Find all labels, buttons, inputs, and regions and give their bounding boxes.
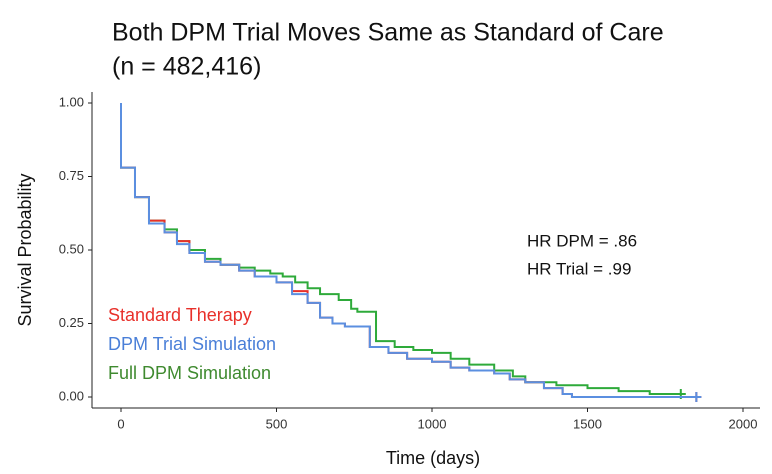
legend-entry: Full DPM Simulation bbox=[108, 363, 271, 383]
legend-entry: Standard Therapy bbox=[108, 305, 252, 325]
chart-title: (n = 482,416) bbox=[112, 53, 261, 81]
annotation: HR Trial = .99 bbox=[527, 259, 631, 278]
x-tick-label: 2000 bbox=[729, 416, 758, 431]
y-tick-label: 0.25 bbox=[59, 315, 84, 330]
x-axis-label: Time (days) bbox=[386, 448, 480, 468]
x-tick-label: 1000 bbox=[418, 416, 447, 431]
x-tick-label: 500 bbox=[266, 416, 288, 431]
y-tick-label: 0.00 bbox=[59, 388, 84, 403]
x-tick-label: 0 bbox=[117, 416, 124, 431]
y-tick-label: 0.75 bbox=[59, 168, 84, 183]
chart-title: Both DPM Trial Moves Same as Standard of… bbox=[112, 19, 664, 47]
y-tick-label: 0.50 bbox=[59, 241, 84, 256]
legend-entry: DPM Trial Simulation bbox=[108, 334, 276, 354]
y-tick-label: 1.00 bbox=[59, 94, 84, 109]
y-axis-label: Survival Probability bbox=[15, 173, 35, 326]
survival-line bbox=[120, 103, 697, 398]
annotation: HR DPM = .86 bbox=[527, 231, 637, 250]
x-tick-label: 1500 bbox=[573, 416, 602, 431]
censor-mark bbox=[691, 392, 702, 402]
